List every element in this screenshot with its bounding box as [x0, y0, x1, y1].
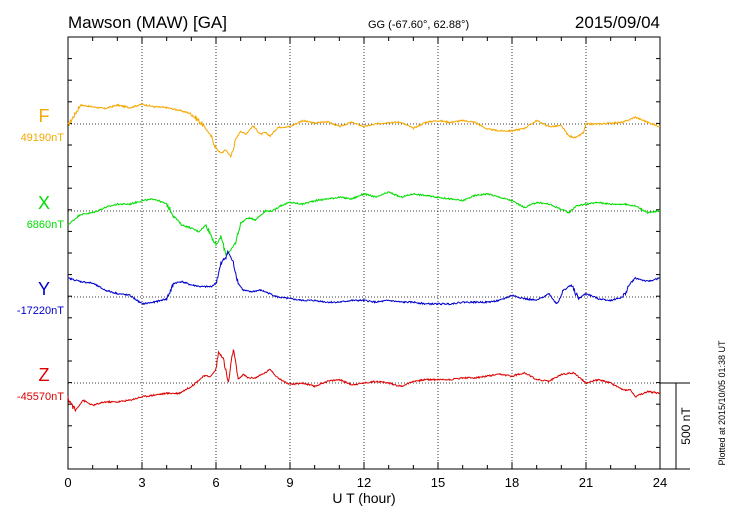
x-tick-label-21: 21 — [579, 475, 593, 490]
component-baseline-F: 49190nT — [21, 132, 65, 144]
component-baseline-Y: -17220nT — [17, 305, 64, 317]
component-labels: F 49190nT X 6860nT Y -17220nT Z -45570nT — [17, 106, 64, 403]
x-tick-labels: 0 3 6 9 12 15 18 21 24 — [64, 475, 667, 490]
component-baseline-Z: -45570nT — [17, 391, 64, 403]
x-axis-label: U T (hour) — [332, 490, 395, 506]
chart-date: 2015/09/04 — [575, 13, 660, 32]
trace-Z — [67, 348, 661, 413]
component-baseline-X: 6860nT — [27, 219, 65, 231]
component-traces — [67, 103, 661, 413]
station-title: Mawson (MAW) [GA] — [68, 13, 227, 32]
x-tick-label-18: 18 — [505, 475, 519, 490]
x-tick-label-15: 15 — [431, 475, 445, 490]
scale-bar: 500 nT — [660, 382, 693, 470]
component-name-Z: Z — [39, 365, 50, 385]
plotted-timestamp: Plotted at 2015/10/05 01:38 UT — [717, 340, 727, 466]
trace-F — [67, 103, 661, 159]
scale-bar-label: 500 nT — [679, 407, 693, 445]
trace-Y — [67, 249, 661, 306]
x-tick-label-9: 9 — [286, 475, 293, 490]
component-name-Y: Y — [38, 279, 50, 299]
x-tick-label-6: 6 — [212, 475, 219, 490]
component-name-F: F — [39, 106, 50, 126]
trace-X — [67, 191, 661, 256]
x-tick-label-12: 12 — [357, 475, 371, 490]
vertical-gridlines — [141, 37, 587, 469]
x-tick-label-0: 0 — [64, 475, 71, 490]
x-tick-label-24: 24 — [653, 475, 667, 490]
component-name-X: X — [38, 193, 50, 213]
axis-ticks — [67, 37, 661, 469]
x-tick-label-3: 3 — [138, 475, 145, 490]
station-coords: GG (-67.60°, 62.88°) — [368, 19, 469, 31]
